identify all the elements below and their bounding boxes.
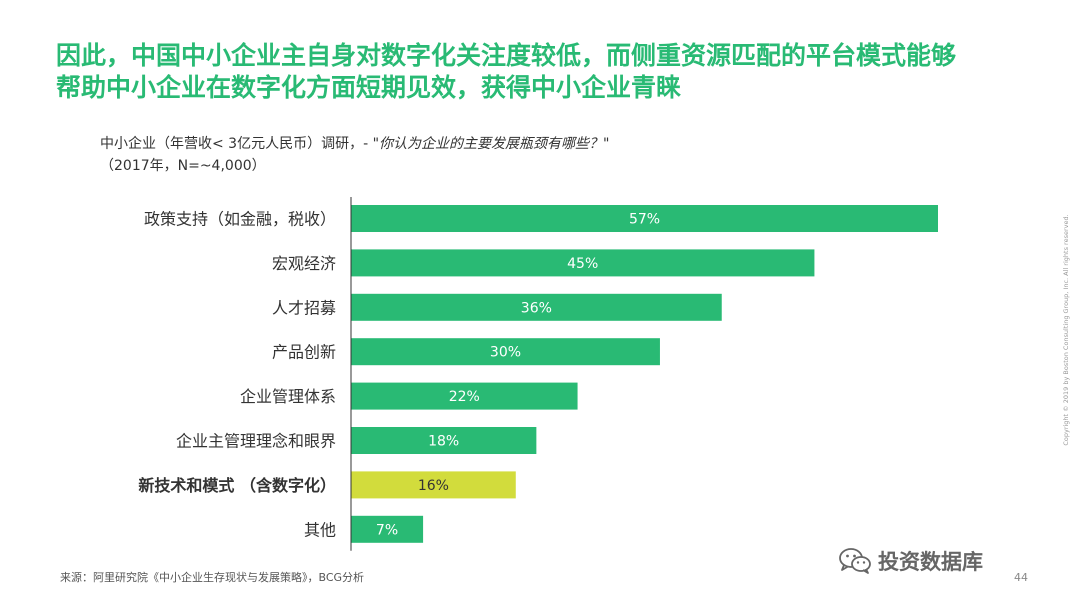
bar (351, 471, 516, 499)
survey-question: "你认为企业的主要发展瓶颈有哪些？" (372, 136, 610, 152)
bar-value-label: 45% (567, 256, 598, 272)
copyright-notice: Copyright © 2019 by Boston Consulting Gr… (1062, 214, 1070, 446)
category-label: 企业管理体系 (240, 387, 336, 406)
bar-value-label: 16% (418, 478, 449, 494)
category-label: 其他 (304, 520, 336, 539)
bar-value-label: 22% (449, 389, 480, 405)
title-line-2: 帮助中小企业在数字化方面短期见效，获得中小企业青睐 (56, 73, 682, 102)
category-label: 产品创新 (272, 343, 336, 362)
page-title: 因此，中国中小企业主自身对数字化关注度较低，而侧重资源匹配的平台模式能够 帮助中… (56, 40, 1056, 104)
bar-value-label: 57% (629, 212, 660, 228)
watermark-text: 投资数据库 (878, 550, 983, 574)
bar (351, 427, 537, 454)
bar-value-label: 36% (521, 300, 552, 316)
title-line-1: 因此，中国中小企业主自身对数字化关注度较低，而侧重资源匹配的平台模式能够 (56, 41, 957, 70)
bar (351, 382, 578, 410)
bar-value-label: 18% (428, 434, 459, 450)
bar-value-label: 30% (490, 345, 521, 361)
category-label: 宏观经济 (272, 254, 336, 273)
chart-subtitle: 中小企业（年营收< 3亿元人民币）调研，- "你认为企业的主要发展瓶颈有哪些？"… (100, 133, 860, 177)
survey-sample: （2017年，N=~4,000） (100, 158, 266, 174)
survey-description: 中小企业（年营收< 3亿元人民币）调研，- "你认为企业的主要发展瓶颈有哪些？" (100, 133, 860, 155)
bar (351, 205, 938, 232)
bar (351, 249, 815, 277)
survey-prefix: 中小企业（年营收< 3亿元人民币）调研，- (100, 136, 373, 152)
page-number: 44 (1014, 571, 1028, 584)
watermark: 投资数据库 (838, 546, 983, 576)
bar (351, 293, 722, 321)
wechat-icon (839, 548, 871, 574)
category-label: 人才招募 (272, 298, 336, 317)
source-note: 来源：阿里研究院《中小企业生存现状与发展策略》，BCG分析 (60, 571, 365, 584)
category-label: 新技术和模式 （含数字化） (138, 476, 336, 495)
bar-value-label: 7% (376, 522, 398, 538)
category-label: 企业主管理理念和眼界 (176, 432, 336, 451)
bar (351, 515, 424, 543)
bar (351, 338, 660, 366)
category-label: 政策支持（如金融，税收） (144, 210, 336, 229)
